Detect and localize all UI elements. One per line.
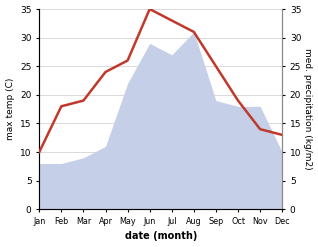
X-axis label: date (month): date (month) (125, 231, 197, 242)
Y-axis label: med. precipitation (kg/m2): med. precipitation (kg/m2) (303, 48, 313, 170)
Y-axis label: max temp (C): max temp (C) (5, 78, 15, 140)
